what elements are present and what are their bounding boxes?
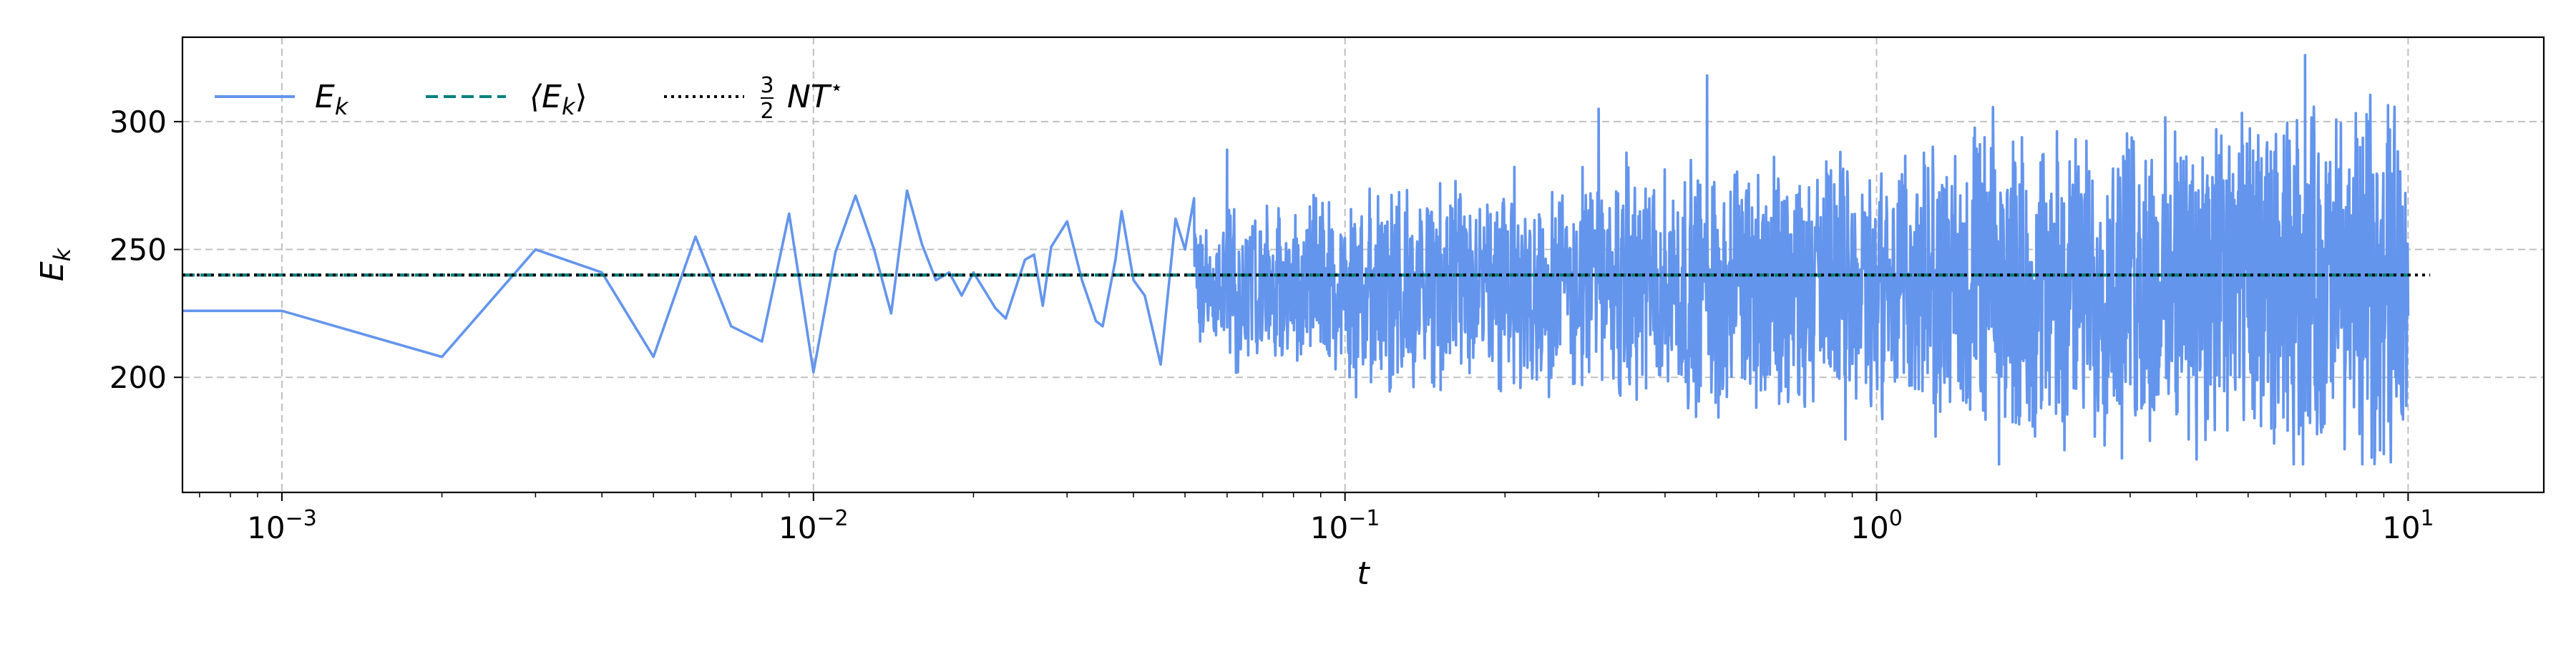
x-tick-label: 10−2 — [779, 506, 849, 545]
x-tick-label: 101 — [2382, 506, 2434, 545]
y-tick-label: 250 — [109, 233, 167, 268]
y-tick-label: 200 — [109, 360, 167, 395]
y-axis-label: Ek — [34, 247, 76, 281]
legend-label: ⟨Ek⟩ — [530, 79, 587, 120]
x-tick-label: 100 — [1850, 506, 1903, 545]
y-tick-label: 300 — [109, 104, 167, 140]
x-tick-label: 10−1 — [1310, 506, 1380, 545]
legend-label: Ek — [315, 79, 349, 120]
x-axis-label: t — [1357, 555, 1370, 592]
legend-fraction-denominator: 2 — [760, 99, 774, 124]
axes-frame — [181, 36, 2545, 494]
legend-label: NT⋆ — [787, 75, 844, 115]
legend: Ek ⟨Ek⟩ 32 NT⋆ — [215, 73, 844, 124]
series-layer — [182, 54, 2431, 466]
x-tick-label: 10−3 — [247, 506, 317, 545]
series-ek-line — [182, 54, 2410, 466]
ticks: 200 250 300 10−3 10−2 10−1 100 101 — [109, 104, 2434, 545]
legend-fraction-numerator: 3 — [760, 73, 774, 98]
